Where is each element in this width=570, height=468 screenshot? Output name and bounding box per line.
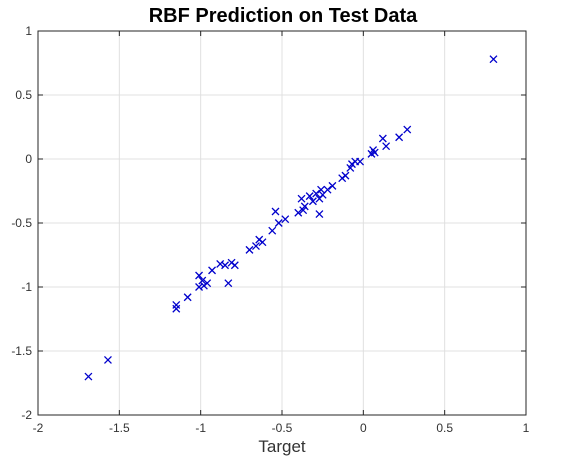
data-point <box>203 279 212 288</box>
data-point <box>317 185 325 194</box>
y-tick-label: -1 <box>21 280 32 294</box>
data-series <box>84 55 498 381</box>
data-point <box>216 260 225 268</box>
x-tick-label: 0 <box>360 421 367 435</box>
x-tick-label: -2 <box>33 421 44 435</box>
data-point <box>382 142 391 151</box>
data-point <box>297 194 306 203</box>
data-point <box>221 261 230 270</box>
data-point <box>268 226 277 235</box>
plot-area: -2 -1.5 -1 -0.5 0 0.5 1 -2 -1.5 -1 -0.5 0 0.5 1 <box>11 24 529 435</box>
x-tick-label: -1.5 <box>109 421 130 435</box>
y-tick-label: -2 <box>21 408 32 422</box>
data-point <box>103 356 112 364</box>
x-tick-label: 1 <box>523 421 530 435</box>
data-point <box>489 55 498 64</box>
data-point <box>378 134 387 143</box>
chart-title: RBF Prediction on Test Data <box>149 5 418 27</box>
data-point <box>252 242 260 250</box>
data-point <box>356 157 365 166</box>
data-point <box>224 279 233 288</box>
data-point <box>370 148 379 157</box>
x-tick-label: -0.5 <box>272 421 293 435</box>
x-tick-label: -1 <box>195 421 206 435</box>
data-point <box>195 271 203 280</box>
data-point <box>274 219 283 227</box>
data-point <box>183 293 192 302</box>
data-point <box>323 185 332 194</box>
data-point <box>308 197 317 206</box>
data-point <box>328 181 337 190</box>
data-point <box>230 261 239 270</box>
data-point <box>312 189 321 198</box>
data-point <box>281 215 290 224</box>
y-tick-label: 0 <box>25 152 32 166</box>
y-tick-label: -0.5 <box>11 216 32 230</box>
data-point <box>300 202 309 211</box>
data-point <box>294 208 303 217</box>
data-point <box>341 171 350 180</box>
data-point <box>198 276 207 285</box>
data-point <box>395 133 404 142</box>
data-point <box>403 125 412 134</box>
data-point <box>305 192 314 201</box>
y-tick-label: 0.5 <box>15 88 32 102</box>
data-point <box>84 372 93 381</box>
data-point <box>172 304 181 313</box>
data-point <box>245 245 254 254</box>
x-axis-ticks: -2 -1.5 -1 -0.5 0 0.5 1 <box>33 31 530 435</box>
data-point <box>271 207 280 216</box>
x-tick-label: 0.5 <box>436 421 453 435</box>
y-tick-label: 1 <box>25 24 32 38</box>
data-point <box>315 210 324 218</box>
data-point <box>258 238 267 247</box>
y-axis-ticks: -2 -1.5 -1 -0.5 0 0.5 1 <box>11 24 526 422</box>
x-axis-label: Target <box>258 437 306 456</box>
data-point <box>195 283 203 291</box>
y-tick-label: -1.5 <box>11 344 32 358</box>
data-point <box>208 266 217 275</box>
